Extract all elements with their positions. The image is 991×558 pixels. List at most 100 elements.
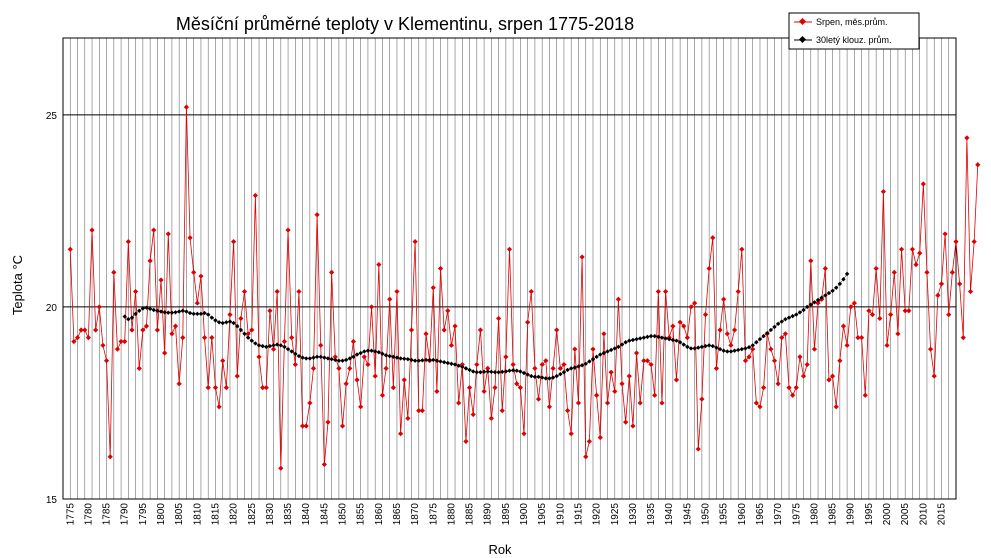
data-point-monthly xyxy=(909,246,916,252)
data-point-monthly xyxy=(662,288,669,295)
data-point-monthly xyxy=(655,288,661,295)
data-point-moving-average xyxy=(405,356,411,362)
data-point-monthly xyxy=(724,331,730,337)
data-point-monthly xyxy=(659,400,665,406)
data-point-moving-average xyxy=(670,337,676,343)
data-point-monthly xyxy=(579,254,585,260)
data-point-monthly xyxy=(702,312,709,318)
data-point-monthly xyxy=(496,315,502,322)
x-tick-label: 1985 xyxy=(828,503,839,526)
data-point-moving-average xyxy=(300,355,305,360)
data-point-moving-average xyxy=(569,366,574,371)
data-point-monthly xyxy=(706,265,712,272)
data-point-monthly xyxy=(401,377,407,383)
data-point-moving-average xyxy=(808,302,813,307)
plot-frame xyxy=(62,37,957,500)
data-point-monthly xyxy=(561,361,567,368)
data-point-monthly xyxy=(270,346,277,352)
data-point-moving-average xyxy=(470,369,476,374)
data-point-moving-average xyxy=(706,343,712,348)
data-point-monthly xyxy=(935,292,941,298)
x-tick-label: 1855 xyxy=(356,503,367,526)
data-point-monthly xyxy=(499,408,505,414)
data-point-moving-average xyxy=(558,371,563,377)
data-point-monthly xyxy=(564,408,571,414)
data-point-moving-average xyxy=(409,357,414,363)
data-point-monthly xyxy=(594,392,600,398)
data-point-moving-average xyxy=(318,354,323,360)
data-point-moving-average xyxy=(514,368,519,373)
data-point-monthly xyxy=(245,331,251,337)
data-point-monthly xyxy=(521,431,527,437)
data-point-monthly xyxy=(252,192,258,199)
data-point-monthly xyxy=(285,227,291,233)
data-point-moving-average xyxy=(765,330,770,336)
data-point-monthly xyxy=(129,327,135,333)
x-tick-label: 1980 xyxy=(809,503,820,526)
data-point-monthly xyxy=(212,384,219,391)
data-point-moving-average xyxy=(725,349,730,354)
data-point-monthly xyxy=(474,361,480,368)
data-point-monthly xyxy=(231,239,237,245)
data-point-monthly xyxy=(292,361,298,368)
plot-area xyxy=(63,38,956,499)
data-point-moving-average xyxy=(376,350,382,355)
data-point-monthly xyxy=(604,400,611,406)
data-point-monthly xyxy=(869,312,876,318)
x-tick-label: 1835 xyxy=(283,503,294,526)
data-point-moving-average xyxy=(144,305,149,310)
data-point-monthly xyxy=(485,365,491,371)
data-point-monthly xyxy=(742,358,749,364)
data-point-moving-average xyxy=(645,334,650,340)
data-point-monthly xyxy=(630,423,636,429)
data-point-monthly xyxy=(888,312,894,318)
data-point-monthly xyxy=(78,327,84,333)
data-point-moving-average xyxy=(732,348,737,353)
x-tick-label: 1970 xyxy=(773,503,784,526)
data-point-monthly xyxy=(953,239,959,245)
data-point-monthly xyxy=(278,465,284,471)
y-axis-ticks: 15 20 25 xyxy=(46,111,58,506)
data-point-monthly xyxy=(554,327,560,333)
data-point-moving-average xyxy=(478,370,483,375)
data-point-monthly xyxy=(339,423,346,429)
x-axis-ticks: 1775 1780 1785 1790 1795 1800 1805 1810 1815 1820… xyxy=(65,503,947,526)
data-point-monthly xyxy=(187,235,193,241)
data-point-moving-average xyxy=(398,356,403,361)
data-point-monthly xyxy=(884,342,890,348)
data-point-monthly xyxy=(71,338,77,345)
x-tick-label: 2010 xyxy=(918,503,929,526)
data-point-moving-average xyxy=(536,374,541,380)
data-point-monthly xyxy=(205,384,211,391)
data-point-monthly xyxy=(289,335,295,341)
data-point-moving-average xyxy=(779,319,784,324)
data-point-monthly xyxy=(710,235,716,241)
data-point-moving-average xyxy=(380,351,385,356)
data-point-monthly xyxy=(931,373,937,379)
data-point-moving-average xyxy=(137,308,142,313)
x-tick-label: 1935 xyxy=(646,503,657,526)
data-point-monthly xyxy=(920,181,926,187)
data-point-moving-average xyxy=(503,369,509,374)
data-point-monthly xyxy=(256,354,262,360)
data-point-monthly xyxy=(412,239,418,245)
data-point-monthly xyxy=(938,281,945,287)
data-point-monthly xyxy=(267,308,273,314)
data-point-moving-average xyxy=(529,373,534,379)
data-point-moving-average xyxy=(521,370,527,376)
data-point-moving-average xyxy=(383,353,389,358)
data-point-monthly xyxy=(383,365,389,371)
data-point-moving-average xyxy=(187,310,193,316)
data-point-moving-average xyxy=(594,354,599,360)
data-point-moving-average xyxy=(351,354,356,360)
data-point-monthly xyxy=(503,354,509,360)
data-point-moving-average xyxy=(271,343,276,348)
data-point-monthly xyxy=(942,231,948,237)
data-point-monthly xyxy=(586,438,592,444)
data-point-moving-average xyxy=(325,356,331,361)
data-point-monthly xyxy=(964,135,970,141)
data-point-moving-average xyxy=(249,338,254,343)
data-point-moving-average xyxy=(815,297,821,303)
x-tick-label: 1865 xyxy=(392,503,403,526)
data-point-moving-average xyxy=(285,346,291,352)
